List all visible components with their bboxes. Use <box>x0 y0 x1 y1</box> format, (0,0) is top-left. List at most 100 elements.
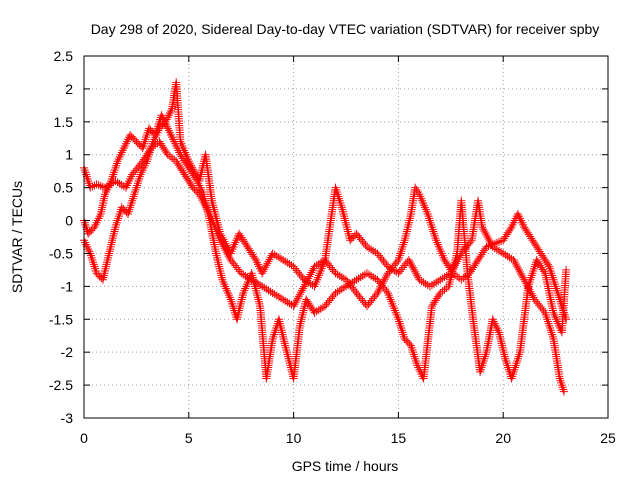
y-tick-label: -2 <box>61 344 74 360</box>
data-point <box>284 354 293 363</box>
data-point <box>305 272 314 281</box>
data-point <box>503 361 512 370</box>
data-point <box>497 337 506 346</box>
data-point <box>222 241 231 250</box>
data-point <box>488 242 497 251</box>
data-point <box>404 220 413 229</box>
data-point <box>101 264 110 273</box>
data-point <box>512 261 521 270</box>
data-point <box>383 262 392 271</box>
data-point <box>170 155 179 164</box>
data-point <box>102 260 111 269</box>
data-point <box>552 286 561 295</box>
data-point <box>283 298 292 307</box>
data-point <box>281 257 290 266</box>
data-point <box>127 198 136 207</box>
data-point <box>262 284 271 293</box>
data-point <box>346 279 355 288</box>
data-point <box>505 253 514 262</box>
data-point <box>404 256 413 265</box>
data-point <box>371 274 380 283</box>
data-point <box>332 185 341 194</box>
data-point <box>107 238 116 247</box>
y-tick-label: -1.5 <box>49 311 73 327</box>
data-point <box>318 303 327 312</box>
data-point <box>262 261 271 270</box>
data-point <box>392 257 401 266</box>
y-tick-label: -2.5 <box>49 377 73 393</box>
data-point <box>281 341 290 350</box>
data-point <box>92 180 101 189</box>
data-point <box>517 269 526 278</box>
data-point <box>298 273 307 282</box>
data-point <box>236 299 245 308</box>
data-point <box>511 363 520 372</box>
data-point <box>296 317 305 326</box>
data-point <box>304 278 313 287</box>
data-point <box>399 332 408 341</box>
data-point <box>369 273 378 282</box>
y-tick-label: 0 <box>65 213 73 229</box>
data-point <box>270 290 279 299</box>
data-point <box>221 239 230 248</box>
x-tick-label: 15 <box>391 430 407 446</box>
data-point <box>559 387 568 396</box>
data-point <box>539 306 548 315</box>
data-point <box>544 319 553 328</box>
data-point <box>104 253 113 262</box>
data-point <box>100 267 109 276</box>
data-point <box>281 343 290 352</box>
data-point <box>478 223 487 232</box>
data-point <box>269 332 278 341</box>
data-point <box>285 259 294 268</box>
data-point <box>89 258 98 267</box>
data-point <box>402 229 411 238</box>
data-point <box>236 302 245 311</box>
data-point <box>337 201 346 210</box>
data-point <box>515 350 524 359</box>
data-point <box>106 245 115 254</box>
data-point <box>272 291 281 300</box>
data-point <box>281 296 290 305</box>
data-point <box>367 245 376 254</box>
data-point <box>283 350 292 359</box>
data-point <box>279 332 288 341</box>
data-point <box>253 293 262 302</box>
data-point <box>90 262 99 271</box>
data-point <box>426 218 435 227</box>
data-point <box>309 306 318 315</box>
data-point <box>403 225 412 234</box>
data-point <box>113 178 122 187</box>
data-point <box>388 265 397 274</box>
data-point <box>337 284 346 293</box>
data-point <box>440 285 449 294</box>
data-point <box>405 258 414 267</box>
data-point <box>131 188 140 197</box>
data-point <box>268 335 277 344</box>
data-point <box>483 233 492 241</box>
data-point <box>506 225 515 234</box>
data-point <box>371 248 380 257</box>
data-point <box>290 300 299 309</box>
data-point <box>330 290 339 299</box>
data-point <box>436 288 445 297</box>
x-tick-label: 0 <box>80 430 88 446</box>
data-point <box>362 242 371 251</box>
data-point <box>260 283 269 292</box>
data-point <box>213 256 222 265</box>
data-point <box>546 326 555 335</box>
data-point <box>215 262 224 271</box>
data-point <box>527 273 536 282</box>
data-point <box>163 150 172 159</box>
data-point <box>555 374 564 383</box>
data-point <box>331 269 340 278</box>
data-point <box>114 212 123 221</box>
data-point <box>277 294 286 303</box>
data-point <box>296 319 305 328</box>
data-point <box>110 168 119 177</box>
data-layer <box>80 78 571 396</box>
data-point <box>302 277 311 286</box>
data-point <box>408 261 417 270</box>
data-point <box>114 214 123 223</box>
